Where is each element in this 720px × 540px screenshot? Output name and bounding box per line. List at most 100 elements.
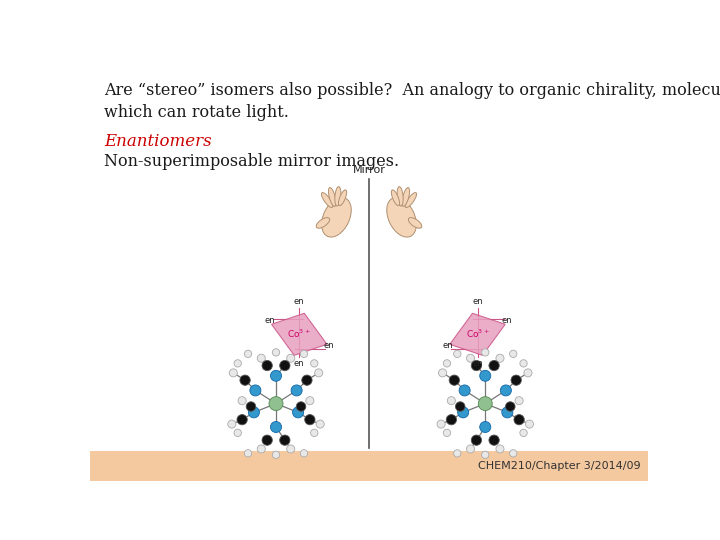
Text: en: en [472,298,483,306]
Circle shape [489,360,499,370]
Circle shape [269,397,283,410]
Circle shape [305,415,315,425]
Ellipse shape [387,198,416,237]
Circle shape [489,435,499,445]
Circle shape [480,422,491,433]
Circle shape [257,354,266,362]
Circle shape [444,360,451,367]
Circle shape [482,451,489,458]
Circle shape [496,445,504,453]
Circle shape [272,349,279,356]
Circle shape [510,450,517,457]
Circle shape [296,402,306,411]
Text: en: en [294,359,305,368]
Circle shape [229,369,238,377]
Circle shape [306,397,314,404]
Circle shape [437,420,445,428]
Ellipse shape [397,187,403,206]
Ellipse shape [402,187,410,206]
Circle shape [438,369,446,377]
Circle shape [315,369,323,377]
Circle shape [514,415,524,425]
Circle shape [300,350,307,357]
Ellipse shape [408,218,422,228]
Circle shape [454,350,461,357]
Circle shape [291,385,302,396]
Circle shape [502,407,513,418]
Circle shape [459,385,470,396]
Ellipse shape [328,187,336,206]
Polygon shape [271,313,327,355]
Circle shape [262,435,272,445]
Ellipse shape [335,187,341,206]
Circle shape [478,397,492,410]
Circle shape [302,375,312,386]
Circle shape [310,429,318,436]
Circle shape [505,402,515,411]
Circle shape [234,360,241,367]
Text: Non-superimposable mirror images.: Non-superimposable mirror images. [104,153,399,170]
Circle shape [510,350,517,357]
Text: en: en [323,341,334,350]
Circle shape [520,429,527,436]
Text: Enantiomers: Enantiomers [104,132,212,150]
Circle shape [449,375,459,386]
Circle shape [257,445,266,453]
Circle shape [237,415,247,425]
Circle shape [500,385,511,396]
Circle shape [472,360,482,370]
Circle shape [248,407,259,418]
Circle shape [287,445,294,453]
Circle shape [238,397,246,404]
Circle shape [292,407,304,418]
Circle shape [454,450,461,457]
Circle shape [228,420,236,428]
Circle shape [447,397,456,404]
Ellipse shape [316,218,330,228]
Circle shape [272,451,279,458]
Text: Co$^{3+}$: Co$^{3+}$ [287,328,311,341]
Text: en: en [501,316,512,325]
Circle shape [240,375,251,386]
Circle shape [271,370,282,381]
Circle shape [244,450,252,457]
Circle shape [472,435,482,445]
Ellipse shape [405,193,417,207]
Text: CHEM210/Chapter 3/2014/09: CHEM210/Chapter 3/2014/09 [477,461,640,471]
Circle shape [456,402,465,411]
Circle shape [515,397,523,404]
Bar [90,451,648,481]
Circle shape [520,360,527,367]
Text: en: en [294,298,305,306]
Ellipse shape [322,198,351,237]
Circle shape [246,402,256,411]
Circle shape [526,420,534,428]
Circle shape [262,360,272,370]
Circle shape [482,349,489,356]
Text: Are “stereo” isomers also possible?  An analogy to organic chirality, molecules
: Are “stereo” isomers also possible? An a… [104,82,720,121]
Text: en: en [472,359,483,368]
Circle shape [244,350,252,357]
Text: Co$^{3+}$: Co$^{3+}$ [466,328,490,341]
Circle shape [524,369,532,377]
Text: Mirror: Mirror [353,165,385,175]
Circle shape [511,375,521,386]
Circle shape [287,354,294,362]
Text: en: en [443,341,454,350]
Circle shape [446,415,456,425]
Circle shape [310,360,318,367]
Ellipse shape [338,190,346,206]
Circle shape [480,370,491,381]
Circle shape [444,429,451,436]
Circle shape [467,354,474,362]
Circle shape [279,435,290,445]
Circle shape [300,450,307,457]
Circle shape [467,445,474,453]
Circle shape [496,354,504,362]
Ellipse shape [392,190,400,206]
Circle shape [316,420,324,428]
Text: en: en [265,316,275,325]
Polygon shape [450,313,505,355]
Circle shape [279,360,290,370]
Circle shape [234,429,241,436]
